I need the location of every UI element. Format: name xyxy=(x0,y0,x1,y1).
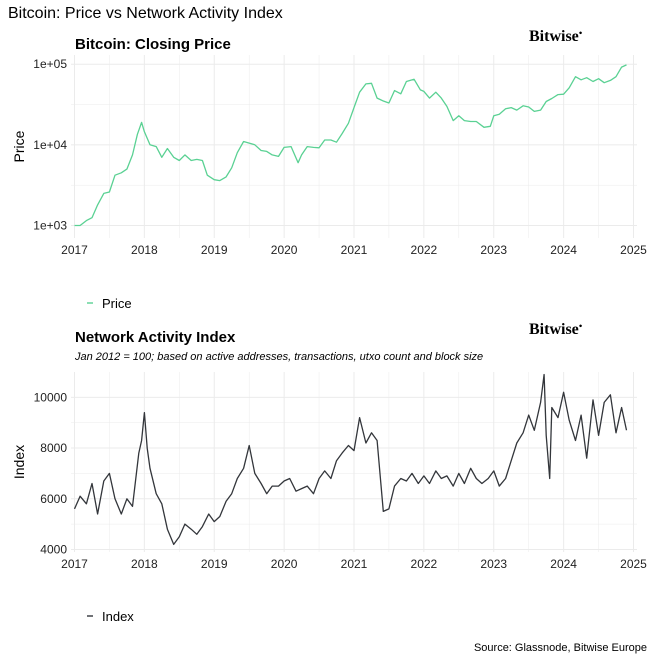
y-tick-label: 4000 xyxy=(40,542,67,556)
index-chart-title: Network Activity Index xyxy=(75,329,236,346)
y-tick-label: 6000 xyxy=(40,492,67,506)
x-tick-label: 2023 xyxy=(480,557,507,571)
bitwise-logo-2: Bitwise● xyxy=(529,321,583,338)
y-tick-label: 1e+05 xyxy=(33,57,67,71)
index-chart-subtitle: Jan 2012 = 100; based on active addresse… xyxy=(75,351,484,363)
y-tick-label: 8000 xyxy=(40,441,67,455)
x-tick-label: 2020 xyxy=(271,557,298,571)
x-tick-label: 2025 xyxy=(620,243,647,257)
x-tick-label: 2017 xyxy=(61,243,88,257)
source-note: Source: Glassnode, Bitwise Europe xyxy=(473,642,647,654)
x-tick-label: 2022 xyxy=(411,243,438,257)
bitwise-logo: Bitwise● xyxy=(529,28,583,45)
series-line-index xyxy=(73,373,628,546)
x-tick-label: 2017 xyxy=(61,557,88,571)
x-tick-label: 2019 xyxy=(201,243,228,257)
legend-label: Price xyxy=(102,296,132,311)
x-tick-label: 2021 xyxy=(341,557,368,571)
x-tick-label: 2025 xyxy=(620,557,647,571)
x-tick-label: 2024 xyxy=(550,243,577,257)
x-tick-label: 2023 xyxy=(480,243,507,257)
legend-label: Index xyxy=(102,609,134,624)
y-tick-label: 10000 xyxy=(34,390,68,404)
y-tick-label: 1e+04 xyxy=(33,138,67,152)
x-tick-label: 2024 xyxy=(550,557,577,571)
x-tick-label: 2022 xyxy=(411,557,438,571)
x-tick-label: 2021 xyxy=(341,243,368,257)
page-title: Bitcoin: Price vs Network Activity Index xyxy=(8,5,283,22)
y-axis-label: Price xyxy=(11,130,27,162)
x-tick-label: 2020 xyxy=(271,243,298,257)
series-line-price xyxy=(74,64,627,227)
price-chart: 2017 2018 2019 2020 2021 2022 2023 2024 2025 1e+0… xyxy=(11,55,647,311)
x-tick-label: 2019 xyxy=(201,557,228,571)
y-tick-label: 1e+03 xyxy=(33,219,67,233)
y-axis-label: Index xyxy=(11,445,27,479)
x-tick-label: 2018 xyxy=(131,557,158,571)
x-tick-label: 2018 xyxy=(131,243,158,257)
price-chart-title: Bitcoin: Closing Price xyxy=(75,36,231,53)
index-chart: 2017 2018 2019 2020 2021 2022 2023 2024 2025 4000… xyxy=(11,372,647,624)
